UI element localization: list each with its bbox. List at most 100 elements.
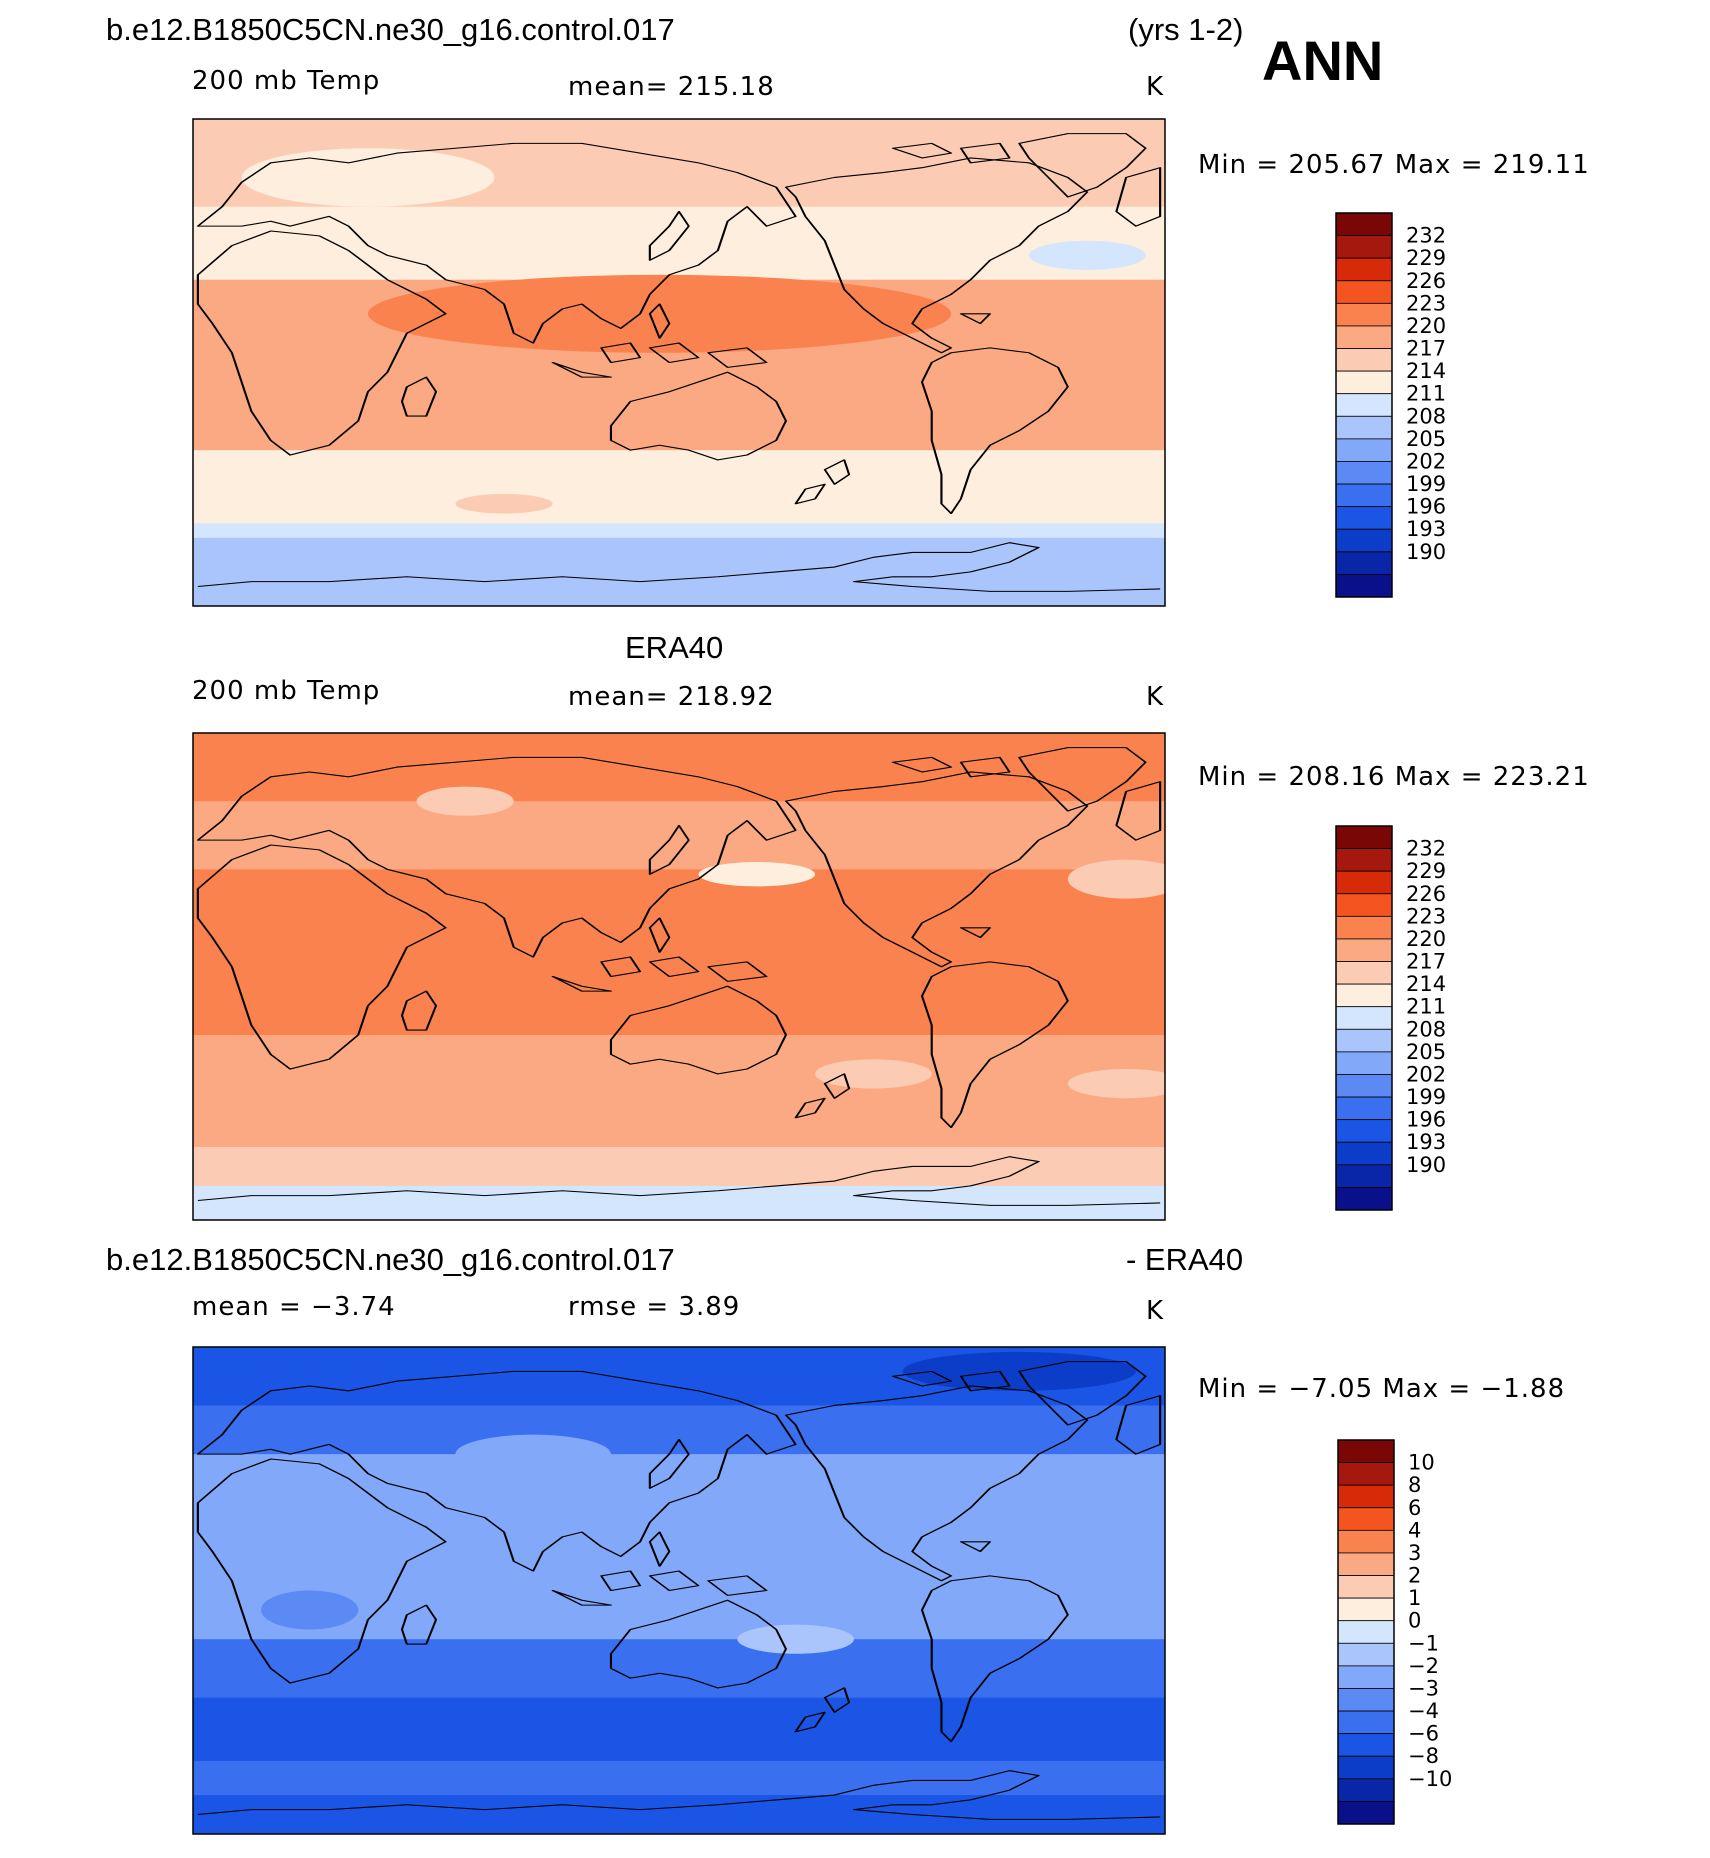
colorbar-swatch <box>1335 415 1393 440</box>
colorbar-swatch <box>1337 1665 1395 1689</box>
colorbar-swatch <box>1335 551 1393 575</box>
colorbar-swatch <box>1335 893 1393 917</box>
colorbar-tick-label: 6 <box>1408 1496 1421 1520</box>
colorbar-swatch <box>1335 1164 1393 1188</box>
panel3-mean-label: mean = −3.74 <box>192 1292 396 1322</box>
colorbar-tick-label: 217 <box>1406 337 1446 361</box>
panel2-units: K <box>1146 682 1165 712</box>
colorbar-swatch <box>1337 1688 1395 1712</box>
colorbar-swatch <box>1337 1439 1395 1463</box>
colorbar-swatch <box>1337 1552 1395 1576</box>
colorbar-swatch <box>1335 1187 1393 1211</box>
colorbar-swatch <box>1337 1507 1395 1531</box>
colorbar-tick-label: 199 <box>1406 1085 1446 1109</box>
panel3-rmse-label: rmse = 3.89 <box>568 1292 741 1322</box>
colorbar-swatch <box>1335 848 1393 872</box>
colorbar-swatch <box>1335 961 1393 985</box>
colorbar-swatch <box>1335 1074 1393 1098</box>
season-label: ANN <box>1262 29 1384 92</box>
colorbar-tick-label: 193 <box>1406 1130 1446 1154</box>
colorbar-tick-label: 229 <box>1406 859 1446 883</box>
colorbar-swatch <box>1335 257 1393 282</box>
colorbar-swatch <box>1337 1529 1395 1554</box>
colorbar-tick-label: −6 <box>1408 1722 1439 1746</box>
colorbar-swatch <box>1335 393 1393 417</box>
colorbar-swatch <box>1335 915 1393 940</box>
colorbar-swatch <box>1337 1778 1395 1802</box>
case-name-title: b.e12.B1850C5CN.ne30_g16.control.017 <box>106 12 675 47</box>
panel3-title-right: - ERA40 <box>1126 1242 1244 1277</box>
colorbar-tick-label: 223 <box>1406 291 1446 315</box>
colorbar-swatch <box>1335 302 1393 327</box>
colorbar-swatch <box>1337 1642 1395 1667</box>
colorbar-tick-label: 205 <box>1406 427 1446 451</box>
colorbar-swatch <box>1335 1096 1393 1121</box>
colorbar-tick-label: 0 <box>1408 1609 1421 1633</box>
colorbar-swatch <box>1337 1620 1395 1644</box>
panel1-minmax: Min = 205.67 Max = 219.11 <box>1198 150 1590 180</box>
colorbar-tick-label: 220 <box>1406 927 1446 951</box>
colorbar-tick-label: −1 <box>1408 1631 1439 1655</box>
colorbar-tick-label: 223 <box>1406 904 1446 928</box>
colorbar-tick-label: 232 <box>1406 224 1446 248</box>
panel2-field-label: 200 mb Temp <box>192 676 381 706</box>
map-fill-1 <box>193 119 1165 606</box>
colorbar-swatch <box>1337 1755 1395 1780</box>
panel1-units: K <box>1146 72 1165 102</box>
colorbar-swatch <box>1335 235 1393 259</box>
colorbar-swatch <box>1335 528 1393 553</box>
colorbar-swatch <box>1335 983 1393 1008</box>
colorbar-swatch <box>1335 825 1393 849</box>
colorbar-tick-label: 211 <box>1406 382 1446 406</box>
colorbar-swatch <box>1335 506 1393 530</box>
colorbar-swatch <box>1337 1801 1395 1825</box>
colorbar-tick-label: 1 <box>1408 1586 1421 1610</box>
panel1-field-label: 200 mb Temp <box>192 66 381 96</box>
colorbar-tick-label: 202 <box>1406 1062 1446 1086</box>
colorbar-tick-label: 190 <box>1406 540 1446 564</box>
map-frame-2 <box>192 732 1166 1221</box>
colorbar-tick-label: 226 <box>1406 269 1446 293</box>
colorbar-swatch <box>1335 348 1393 372</box>
colorbar-swatch <box>1335 212 1393 236</box>
panel2-mean-label: mean= 218.92 <box>568 682 775 712</box>
colorbar-tick-label: 208 <box>1406 404 1446 428</box>
map-panel-1 <box>192 118 1166 607</box>
map-panels <box>192 118 1166 1835</box>
colorbar-swatch <box>1337 1733 1395 1757</box>
colorbar-tick-label: 10 <box>1408 1451 1435 1475</box>
map-panel-2 <box>192 732 1166 1221</box>
colorbar-tick-label: 211 <box>1406 995 1446 1019</box>
colorbar-swatch <box>1335 1051 1393 1075</box>
colorbar-swatch <box>1335 325 1393 349</box>
colorbar-swatch <box>1337 1462 1395 1486</box>
colorbar-swatch <box>1335 1028 1393 1053</box>
colorbar-tick-label: 193 <box>1406 517 1446 541</box>
colorbar-tick-label: 3 <box>1408 1541 1421 1565</box>
map-panel-3 <box>192 1346 1166 1835</box>
panel3-title-left: b.e12.B1850C5CN.ne30_g16.control.017 <box>106 1242 675 1277</box>
colorbar-tick-label: −8 <box>1408 1744 1439 1768</box>
colorbar-tick-label: 229 <box>1406 246 1446 270</box>
colorbar-tick-label: 205 <box>1406 1040 1446 1064</box>
panel2-title: ERA40 <box>625 630 724 665</box>
colorbar-swatch <box>1335 870 1393 895</box>
colorbar-swatch <box>1337 1597 1395 1622</box>
colorbar-tick-label: 214 <box>1406 359 1446 383</box>
colorbar-swatch <box>1335 938 1393 962</box>
colorbar-tick-label: 4 <box>1408 1518 1421 1542</box>
panel1-mean-label: mean= 215.18 <box>568 72 775 102</box>
colorbar-swatch <box>1337 1575 1395 1599</box>
colorbar-tick-label: 202 <box>1406 449 1446 473</box>
colorbar-tick-label: 208 <box>1406 1017 1446 1041</box>
colorbar-1: 2322292262232202172142112082052021991961… <box>1335 212 1446 598</box>
colorbars: 2322292262232202172142112082052021991961… <box>1335 212 1452 1825</box>
colorbar-swatch <box>1337 1710 1395 1735</box>
colorbar-swatch <box>1335 370 1393 395</box>
colorbar-tick-label: 196 <box>1406 1108 1446 1132</box>
colorbar-swatch <box>1335 461 1393 485</box>
colorbar-swatch <box>1335 1006 1393 1030</box>
colorbar-swatch <box>1335 438 1393 462</box>
colorbar-swatch <box>1335 574 1393 598</box>
colorbar-tick-label: 217 <box>1406 950 1446 974</box>
